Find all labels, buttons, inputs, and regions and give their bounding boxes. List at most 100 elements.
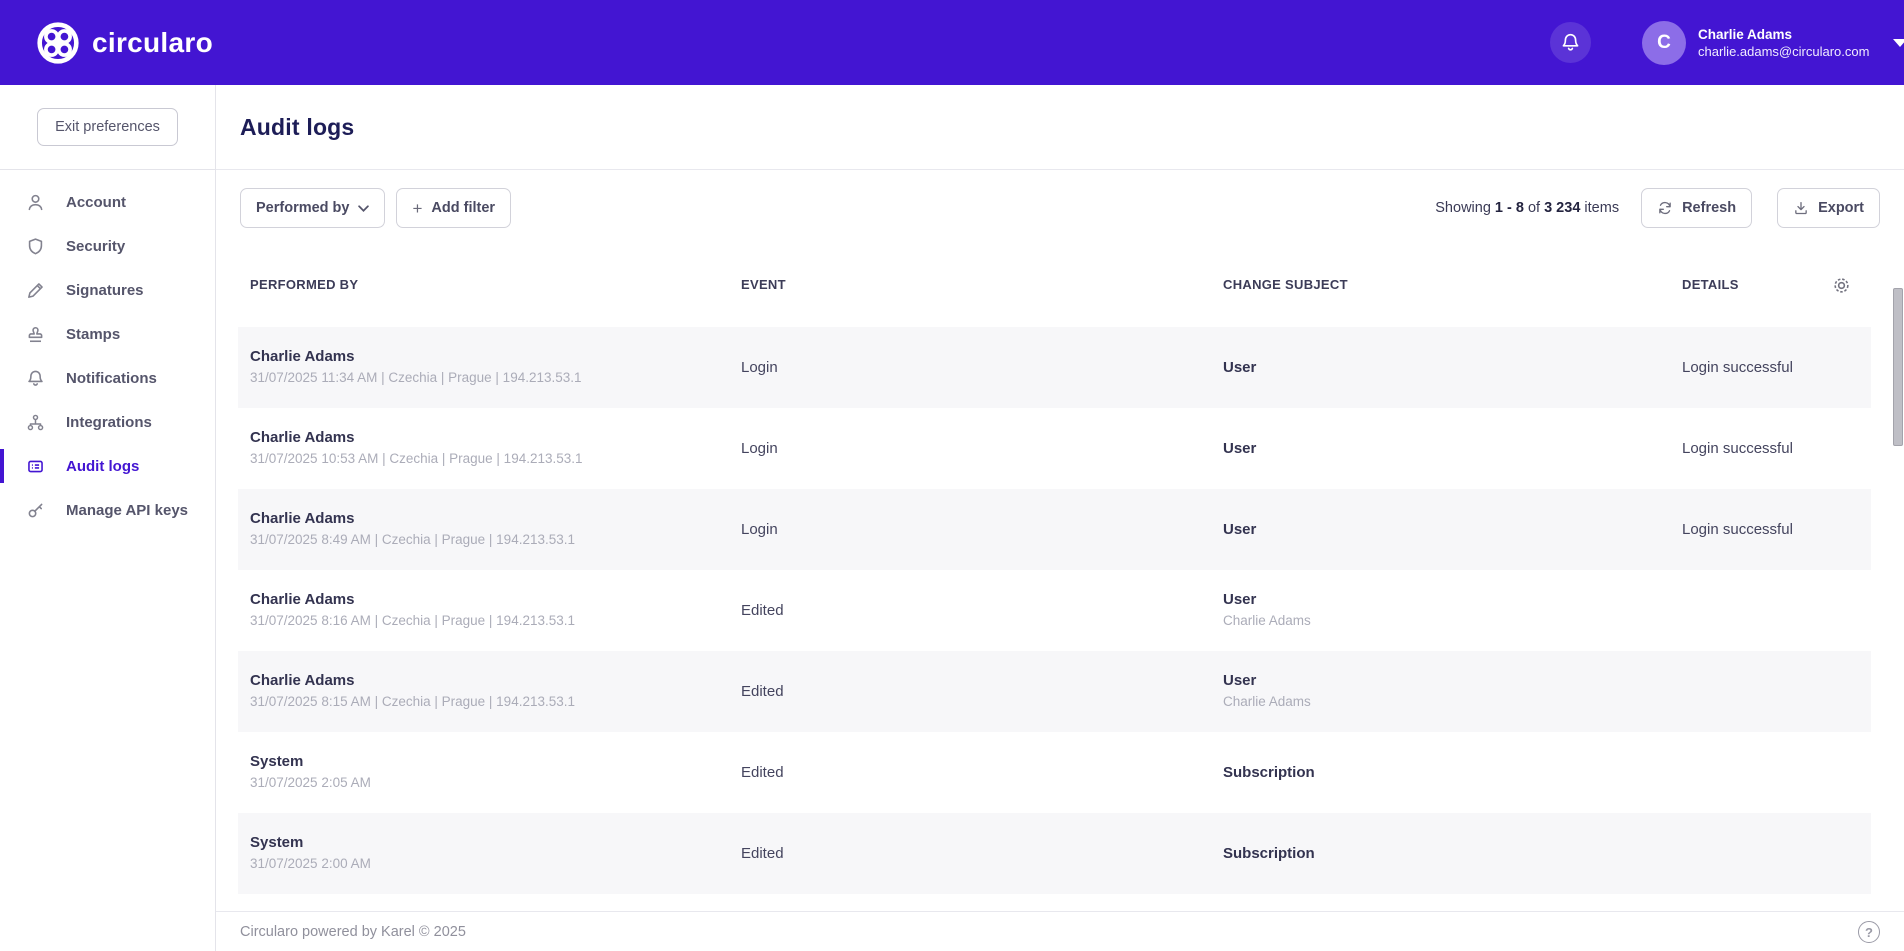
cell-event: Edited <box>741 732 784 813</box>
table-body: Charlie Adams 31/07/2025 11:34 AM | Czec… <box>238 327 1871 894</box>
cell-change-subject: User <box>1223 327 1256 408</box>
page-title: Audit logs <box>240 113 355 140</box>
performed-by-filter-dropdown[interactable]: Performed by <box>240 188 386 228</box>
column-header-performed-by[interactable]: PERFORMED BY <box>250 276 359 292</box>
cell-change-subject: User <box>1223 489 1256 570</box>
table-row[interactable]: Charlie Adams 31/07/2025 8:16 AM | Czech… <box>238 570 1871 651</box>
cell-performed-by: Charlie Adams 31/07/2025 10:53 AM | Czec… <box>250 408 583 489</box>
notifications-bell-button[interactable] <box>1550 22 1591 63</box>
sidebar-item-audit-logs[interactable]: Audit logs <box>0 444 215 488</box>
table-header: PERFORMED BY EVENT CHANGE SUBJECT DETAIL… <box>238 264 1871 304</box>
cell-event: Login <box>741 408 778 489</box>
user-account-menu[interactable]: C Charlie Adams charlie.adams@circularo.… <box>1642 0 1904 85</box>
subject-value: User <box>1223 358 1257 376</box>
performer-meta: 31/07/2025 11:34 AM | Czechia | Prague |… <box>250 370 582 385</box>
performer-name: Charlie Adams <box>250 591 355 608</box>
cell-performed-by: System 31/07/2025 2:05 AM <box>250 732 371 813</box>
download-icon <box>1793 200 1809 216</box>
preferences-sidebar: Exit preferences Account Security Signat <box>0 85 216 951</box>
performer-meta: 31/07/2025 2:05 AM <box>250 775 371 790</box>
column-header-details[interactable]: DETAILS <box>1682 276 1739 292</box>
performer-meta: 31/07/2025 8:16 AM | Czechia | Prague | … <box>250 613 576 628</box>
exit-preferences-button[interactable]: Exit preferences <box>37 108 178 146</box>
cell-details: Login successful <box>1682 489 1793 570</box>
table-row[interactable]: System 31/07/2025 2:05 AM Edited Subscri… <box>238 732 1871 813</box>
subject-detail: Charlie Adams <box>1223 613 1311 628</box>
key-icon <box>26 501 45 520</box>
help-button[interactable]: ? <box>1858 921 1880 943</box>
sidebar-item-account[interactable]: Account <box>0 180 215 224</box>
refresh-icon <box>1657 200 1673 216</box>
cell-change-subject: Subscription <box>1223 813 1315 894</box>
sidebar-item-manage-api-keys[interactable]: Manage API keys <box>0 488 215 532</box>
column-settings-button[interactable] <box>1830 274 1852 296</box>
event-value: Login <box>741 359 778 376</box>
gear-icon <box>1832 276 1851 295</box>
footer: Circularo powered by Karel © 2025 ? <box>216 911 1904 951</box>
cell-change-subject: User Charlie Adams <box>1223 651 1311 732</box>
subject-detail: Charlie Adams <box>1223 694 1311 709</box>
performer-name: Charlie Adams <box>250 672 355 689</box>
event-value: Edited <box>741 602 784 619</box>
main-content: Audit logs Performed by + Add filter Sho… <box>216 85 1904 951</box>
cell-performed-by: Charlie Adams 31/07/2025 8:49 AM | Czech… <box>250 489 575 570</box>
cell-event: Login <box>741 327 778 408</box>
performer-meta: 31/07/2025 8:15 AM | Czechia | Prague | … <box>250 694 576 709</box>
event-value: Edited <box>741 683 784 700</box>
sidebar-nav: Account Security Signatures St <box>0 170 215 532</box>
table-row[interactable]: Charlie Adams 31/07/2025 10:53 AM | Czec… <box>238 408 1871 489</box>
shield-icon <box>26 237 45 256</box>
cell-details: Login successful <box>1682 408 1793 489</box>
cell-performed-by: Charlie Adams 31/07/2025 11:34 AM | Czec… <box>250 327 582 408</box>
table-row[interactable]: Charlie Adams 31/07/2025 8:49 AM | Czech… <box>238 489 1871 570</box>
user-name: Charlie Adams <box>1698 26 1793 42</box>
sidebar-item-security[interactable]: Security <box>0 224 215 268</box>
top-header-bar: circularo C Charlie Adams charlie.adams@… <box>0 0 1904 85</box>
performer-name: Charlie Adams <box>250 429 355 446</box>
performer-name: Charlie Adams <box>250 510 355 527</box>
subject-value: User <box>1223 439 1257 457</box>
sidebar-item-stamps[interactable]: Stamps <box>0 312 215 356</box>
cell-event: Login <box>741 489 778 570</box>
user-email: charlie.adams@circularo.com <box>1698 43 1870 59</box>
vertical-scrollbar-thumb[interactable] <box>1893 288 1903 446</box>
footer-copyright: Circularo powered by Karel © 2025 <box>240 923 466 940</box>
cell-event: Edited <box>741 570 784 651</box>
subject-value: User <box>1223 672 1257 689</box>
subject-value: Subscription <box>1223 844 1315 862</box>
subject-value: Subscription <box>1223 763 1315 781</box>
cell-change-subject: User <box>1223 408 1256 489</box>
details-value: Login successful <box>1682 359 1793 376</box>
add-filter-button[interactable]: + Add filter <box>396 188 512 228</box>
export-button[interactable]: Export <box>1777 188 1880 228</box>
refresh-button[interactable]: Refresh <box>1641 188 1753 228</box>
table-row[interactable]: Charlie Adams 31/07/2025 11:34 AM | Czec… <box>238 327 1871 408</box>
sidebar-item-integrations[interactable]: Integrations <box>0 400 215 444</box>
performer-meta: 31/07/2025 8:49 AM | Czechia | Prague | … <box>250 532 576 547</box>
column-header-event[interactable]: EVENT <box>741 276 786 292</box>
event-value: Edited <box>741 845 784 862</box>
performer-name: System <box>250 834 304 851</box>
cell-change-subject: User Charlie Adams <box>1223 570 1311 651</box>
table-row[interactable]: Charlie Adams 31/07/2025 8:15 AM | Czech… <box>238 651 1871 732</box>
integrations-icon <box>26 413 45 432</box>
subject-value: User <box>1223 591 1257 608</box>
brand-logo[interactable]: circularo <box>36 0 213 85</box>
chevron-down-icon <box>1893 38 1904 47</box>
table-row[interactable]: System 31/07/2025 2:00 AM Edited Subscri… <box>238 813 1871 894</box>
bell-icon <box>1560 32 1581 53</box>
cell-performed-by: Charlie Adams 31/07/2025 8:15 AM | Czech… <box>250 651 575 732</box>
performer-name: Charlie Adams <box>250 348 355 365</box>
chevron-down-icon <box>358 204 370 212</box>
question-icon: ? <box>1865 924 1873 940</box>
cell-event: Edited <box>741 813 784 894</box>
event-value: Login <box>741 521 778 538</box>
cell-change-subject: Subscription <box>1223 732 1315 813</box>
toolbar: Performed by + Add filter Showing 1 - 8 … <box>240 188 1880 228</box>
sidebar-item-signatures[interactable]: Signatures <box>0 268 215 312</box>
performer-name: System <box>250 753 304 770</box>
event-value: Edited <box>741 764 784 781</box>
column-header-change-subject[interactable]: CHANGE SUBJECT <box>1223 276 1348 292</box>
sidebar-item-notifications[interactable]: Notifications <box>0 356 215 400</box>
cell-performed-by: System 31/07/2025 2:00 AM <box>250 813 371 894</box>
